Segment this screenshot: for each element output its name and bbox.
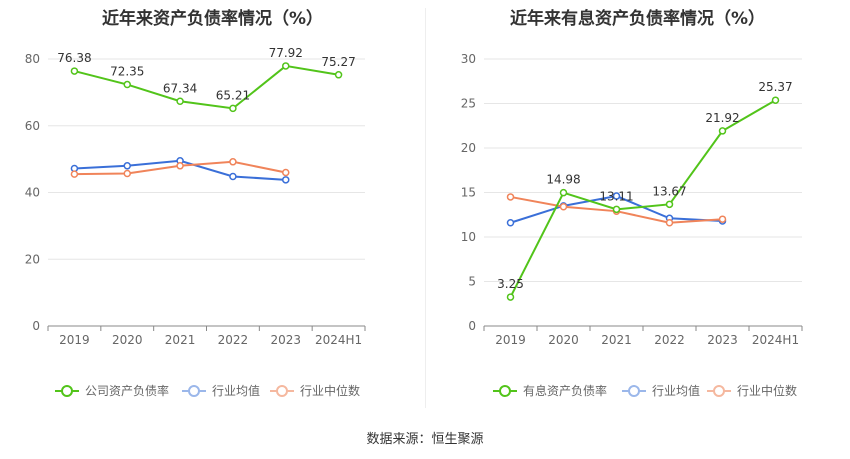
data-point: [718, 215, 727, 223]
data-point: [506, 293, 515, 301]
data-source-note: 数据来源：恒生聚源: [366, 432, 484, 447]
legend-marker: [61, 385, 73, 397]
data-point: [506, 193, 515, 201]
data-label: 65.21: [216, 88, 250, 102]
data-point: [176, 162, 184, 170]
data-point: [282, 176, 290, 184]
data-label: 67.34: [163, 81, 197, 95]
legend-label: 行业均值: [652, 383, 700, 398]
data-point: [665, 200, 674, 209]
data-point: [612, 192, 621, 200]
x-tick-label: 2024H1: [752, 333, 799, 347]
data-label: 13.11: [599, 189, 633, 203]
data-point: [123, 169, 131, 178]
y-tick-label: 30: [461, 52, 476, 66]
data-point: [612, 205, 621, 214]
y-tick-label: 20: [461, 141, 476, 155]
data-label: 3.25: [497, 277, 524, 291]
data-point: [771, 96, 780, 104]
legend-label: 行业均值: [212, 383, 260, 398]
data-point: [229, 172, 237, 181]
data-point: [70, 67, 79, 75]
data-point: [282, 62, 290, 70]
legend-marker: [276, 385, 288, 397]
y-tick-label: 60: [25, 119, 40, 133]
data-point: [334, 71, 343, 79]
data-point: [282, 168, 290, 177]
x-tick-label: 2021: [601, 333, 632, 347]
legend-label: 公司资产负债率: [85, 383, 169, 398]
data-label: 13.67: [652, 184, 686, 198]
legend-label: 行业中位数: [737, 383, 797, 398]
x-tick-label: 2019: [495, 333, 526, 347]
y-tick-label: 40: [25, 186, 40, 200]
y-tick-label: 0: [468, 319, 476, 333]
y-tick-label: 80: [25, 52, 40, 66]
x-tick-label: 2022: [218, 333, 249, 347]
interest-debt-ratio-plot: 0 5 10 15 20 25 30 2019 2020 2021 2022 2023 2024H1 3.…: [461, 52, 803, 398]
chart-title: 近年来有息资产负债率情况（%）: [509, 9, 766, 29]
legend-marker: [628, 385, 640, 397]
x-tick-label: 2020: [548, 333, 579, 347]
legend-label: 行业中位数: [300, 383, 360, 398]
x-tick-label: 2021: [165, 333, 196, 347]
x-tick-label: 2020: [112, 333, 143, 347]
chart-divider: [425, 8, 426, 408]
x-tick-label: 2023: [707, 333, 738, 347]
legend-label: 有息资产负债率: [523, 383, 607, 398]
data-label: 21.92: [705, 111, 739, 125]
data-point: [559, 202, 568, 211]
data-label: 77.92: [269, 46, 303, 60]
data-point: [229, 104, 237, 113]
legend-marker: [188, 385, 200, 397]
chart-title: 近年来资产负债率情况（%）: [101, 9, 324, 29]
legend-marker: [713, 385, 725, 397]
y-tick-label: 15: [461, 186, 476, 200]
x-tick-label: 2019: [59, 333, 90, 347]
legend-marker: [499, 385, 511, 397]
interest-debt-ratio-chart: 近年来有息资产负债率情况（%） 0 5 10 15 20 25 30 2019 2020 2021…: [425, 0, 850, 420]
data-point: [718, 127, 727, 135]
data-point: [176, 97, 184, 106]
data-point: [559, 188, 568, 197]
debt-ratio-plot: 0 20 40 60 80 2019 2020 2021 2022 2023 2024H1 76.38…: [25, 46, 366, 398]
data-label: 25.37: [758, 80, 792, 94]
data-point: [70, 170, 79, 178]
data-point: [665, 219, 674, 227]
y-tick-label: 25: [461, 97, 476, 111]
data-label: 14.98: [546, 173, 580, 187]
data-label: 76.38: [57, 51, 91, 65]
y-tick-label: 5: [468, 275, 476, 289]
series-line-0: [509, 99, 777, 298]
x-tick-label: 2024H1: [315, 333, 362, 347]
data-point: [123, 80, 131, 89]
series-line-0: [74, 64, 339, 110]
debt-ratio-chart: 近年来资产负债率情况（%） 0 20 40 60 80 2019 2020 2021 2022 2…: [0, 0, 425, 420]
y-tick-label: 10: [461, 230, 476, 244]
data-label: 75.27: [321, 55, 355, 69]
data-point: [123, 162, 131, 170]
y-tick-label: 0: [32, 319, 40, 333]
data-label: 72.35: [110, 65, 144, 79]
x-tick-label: 2023: [270, 333, 301, 347]
data-point: [506, 219, 515, 227]
x-tick-label: 2022: [654, 333, 685, 347]
data-point: [229, 158, 237, 166]
y-tick-label: 20: [25, 252, 40, 266]
